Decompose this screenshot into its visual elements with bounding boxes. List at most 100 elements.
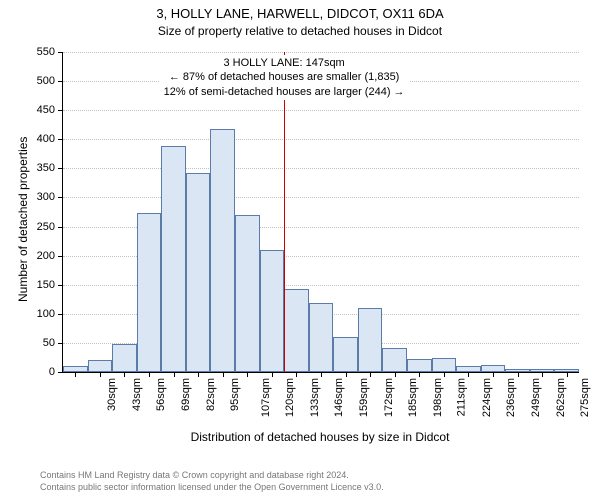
- x-tick-mark: [370, 372, 371, 377]
- x-tick-mark: [518, 372, 519, 377]
- x-tick-label: 249sqm: [530, 378, 542, 417]
- bar: [186, 173, 211, 372]
- y-tick-mark: [58, 81, 63, 82]
- y-tick-label: 350: [37, 162, 55, 174]
- x-tick-label: 146sqm: [334, 378, 346, 417]
- y-tick-label: 450: [37, 104, 55, 116]
- x-axis-label: Distribution of detached houses by size …: [62, 430, 578, 444]
- x-tick-label: 56sqm: [155, 378, 167, 411]
- x-tick-label: 30sqm: [106, 378, 118, 411]
- x-tick-mark: [100, 372, 101, 377]
- y-tick-label: 0: [49, 366, 55, 378]
- y-tick-label: 300: [37, 191, 55, 203]
- x-tick-label: 82sqm: [205, 378, 217, 411]
- x-tick-label: 275sqm: [579, 378, 591, 417]
- y-tick-label: 200: [37, 250, 55, 262]
- bar: [210, 129, 235, 372]
- x-tick-label: 185sqm: [407, 378, 419, 417]
- x-tick-mark: [493, 372, 494, 377]
- y-tick-label: 250: [37, 221, 55, 233]
- x-tick-label: 120sqm: [284, 378, 296, 417]
- y-tick-mark: [58, 285, 63, 286]
- x-tick-label: 69sqm: [180, 378, 192, 411]
- x-tick-label: 107sqm: [260, 378, 272, 417]
- bar: [407, 359, 432, 372]
- x-tick-label: 172sqm: [383, 378, 395, 417]
- grid-line: [63, 52, 579, 53]
- bar: [88, 360, 113, 372]
- chart-footer: Contains HM Land Registry data © Crown c…: [0, 470, 600, 493]
- bar: [358, 308, 383, 372]
- grid-line: [63, 197, 579, 198]
- x-tick-label: 43sqm: [131, 378, 143, 411]
- annotation-line3: 12% of semi-detached houses are larger (…: [164, 85, 405, 99]
- bar: [284, 289, 309, 372]
- x-tick-label: 224sqm: [481, 378, 493, 417]
- y-tick-label: 100: [37, 308, 55, 320]
- bar: [235, 215, 260, 372]
- bar: [309, 303, 334, 372]
- x-tick-mark: [223, 372, 224, 377]
- x-tick-mark: [149, 372, 150, 377]
- x-tick-mark: [247, 372, 248, 377]
- chart-title-line2: Size of property relative to detached ho…: [0, 24, 600, 38]
- bar: [382, 348, 407, 372]
- x-tick-label: 236sqm: [506, 378, 518, 417]
- x-tick-mark: [444, 372, 445, 377]
- y-tick-mark: [58, 52, 63, 53]
- x-tick-mark: [419, 372, 420, 377]
- annotation-line1: 3 HOLLY LANE: 147sqm: [164, 56, 405, 70]
- bar: [137, 213, 162, 372]
- grid-line: [63, 110, 579, 111]
- y-tick-label: 150: [37, 279, 55, 291]
- x-tick-label: 211sqm: [456, 378, 468, 416]
- y-tick-mark: [58, 372, 63, 373]
- y-tick-mark: [58, 314, 63, 315]
- x-tick-mark: [567, 372, 568, 377]
- footer-line2: Contains public sector information licen…: [40, 482, 600, 494]
- x-tick-mark: [272, 372, 273, 377]
- x-tick-mark: [468, 372, 469, 377]
- y-tick-label: 50: [43, 337, 55, 349]
- x-tick-label: 133sqm: [309, 378, 321, 417]
- plot-area: 3 HOLLY LANE: 147sqm ← 87% of detached h…: [62, 52, 579, 373]
- footer-line1: Contains HM Land Registry data © Crown c…: [40, 470, 600, 482]
- x-tick-mark: [198, 372, 199, 377]
- bar: [260, 250, 285, 372]
- x-tick-mark: [174, 372, 175, 377]
- y-tick-label: 500: [37, 75, 55, 87]
- x-tick-label: 159sqm: [358, 378, 370, 417]
- x-tick-mark: [542, 372, 543, 377]
- x-tick-label: 95sqm: [229, 378, 241, 411]
- x-tick-mark: [346, 372, 347, 377]
- grid-line: [63, 139, 579, 140]
- y-tick-mark: [58, 139, 63, 140]
- bar: [161, 146, 186, 372]
- y-tick-mark: [58, 110, 63, 111]
- bar: [333, 337, 358, 372]
- y-tick-mark: [58, 343, 63, 344]
- x-tick-mark: [124, 372, 125, 377]
- bar: [112, 344, 137, 372]
- y-axis-label: Number of detached properties: [16, 137, 30, 302]
- x-tick-mark: [321, 372, 322, 377]
- y-tick-mark: [58, 227, 63, 228]
- bar: [481, 365, 506, 372]
- y-tick-label: 550: [37, 46, 55, 58]
- x-tick-mark: [296, 372, 297, 377]
- y-tick-label: 400: [37, 133, 55, 145]
- x-tick-mark: [395, 372, 396, 377]
- annotation-box: 3 HOLLY LANE: 147sqm ← 87% of detached h…: [160, 55, 409, 100]
- bar: [432, 358, 457, 372]
- chart-title-line1: 3, HOLLY LANE, HARWELL, DIDCOT, OX11 6DA: [0, 6, 600, 21]
- grid-line: [63, 168, 579, 169]
- annotation-line2: ← 87% of detached houses are smaller (1,…: [164, 70, 405, 84]
- y-tick-mark: [58, 197, 63, 198]
- x-tick-label: 262sqm: [555, 378, 567, 417]
- x-tick-label: 198sqm: [432, 378, 444, 417]
- reference-line: [284, 52, 285, 372]
- y-tick-mark: [58, 256, 63, 257]
- x-tick-mark: [75, 372, 76, 377]
- y-tick-mark: [58, 168, 63, 169]
- chart-container: { "title_line1": "3, HOLLY LANE, HARWELL…: [0, 0, 600, 500]
